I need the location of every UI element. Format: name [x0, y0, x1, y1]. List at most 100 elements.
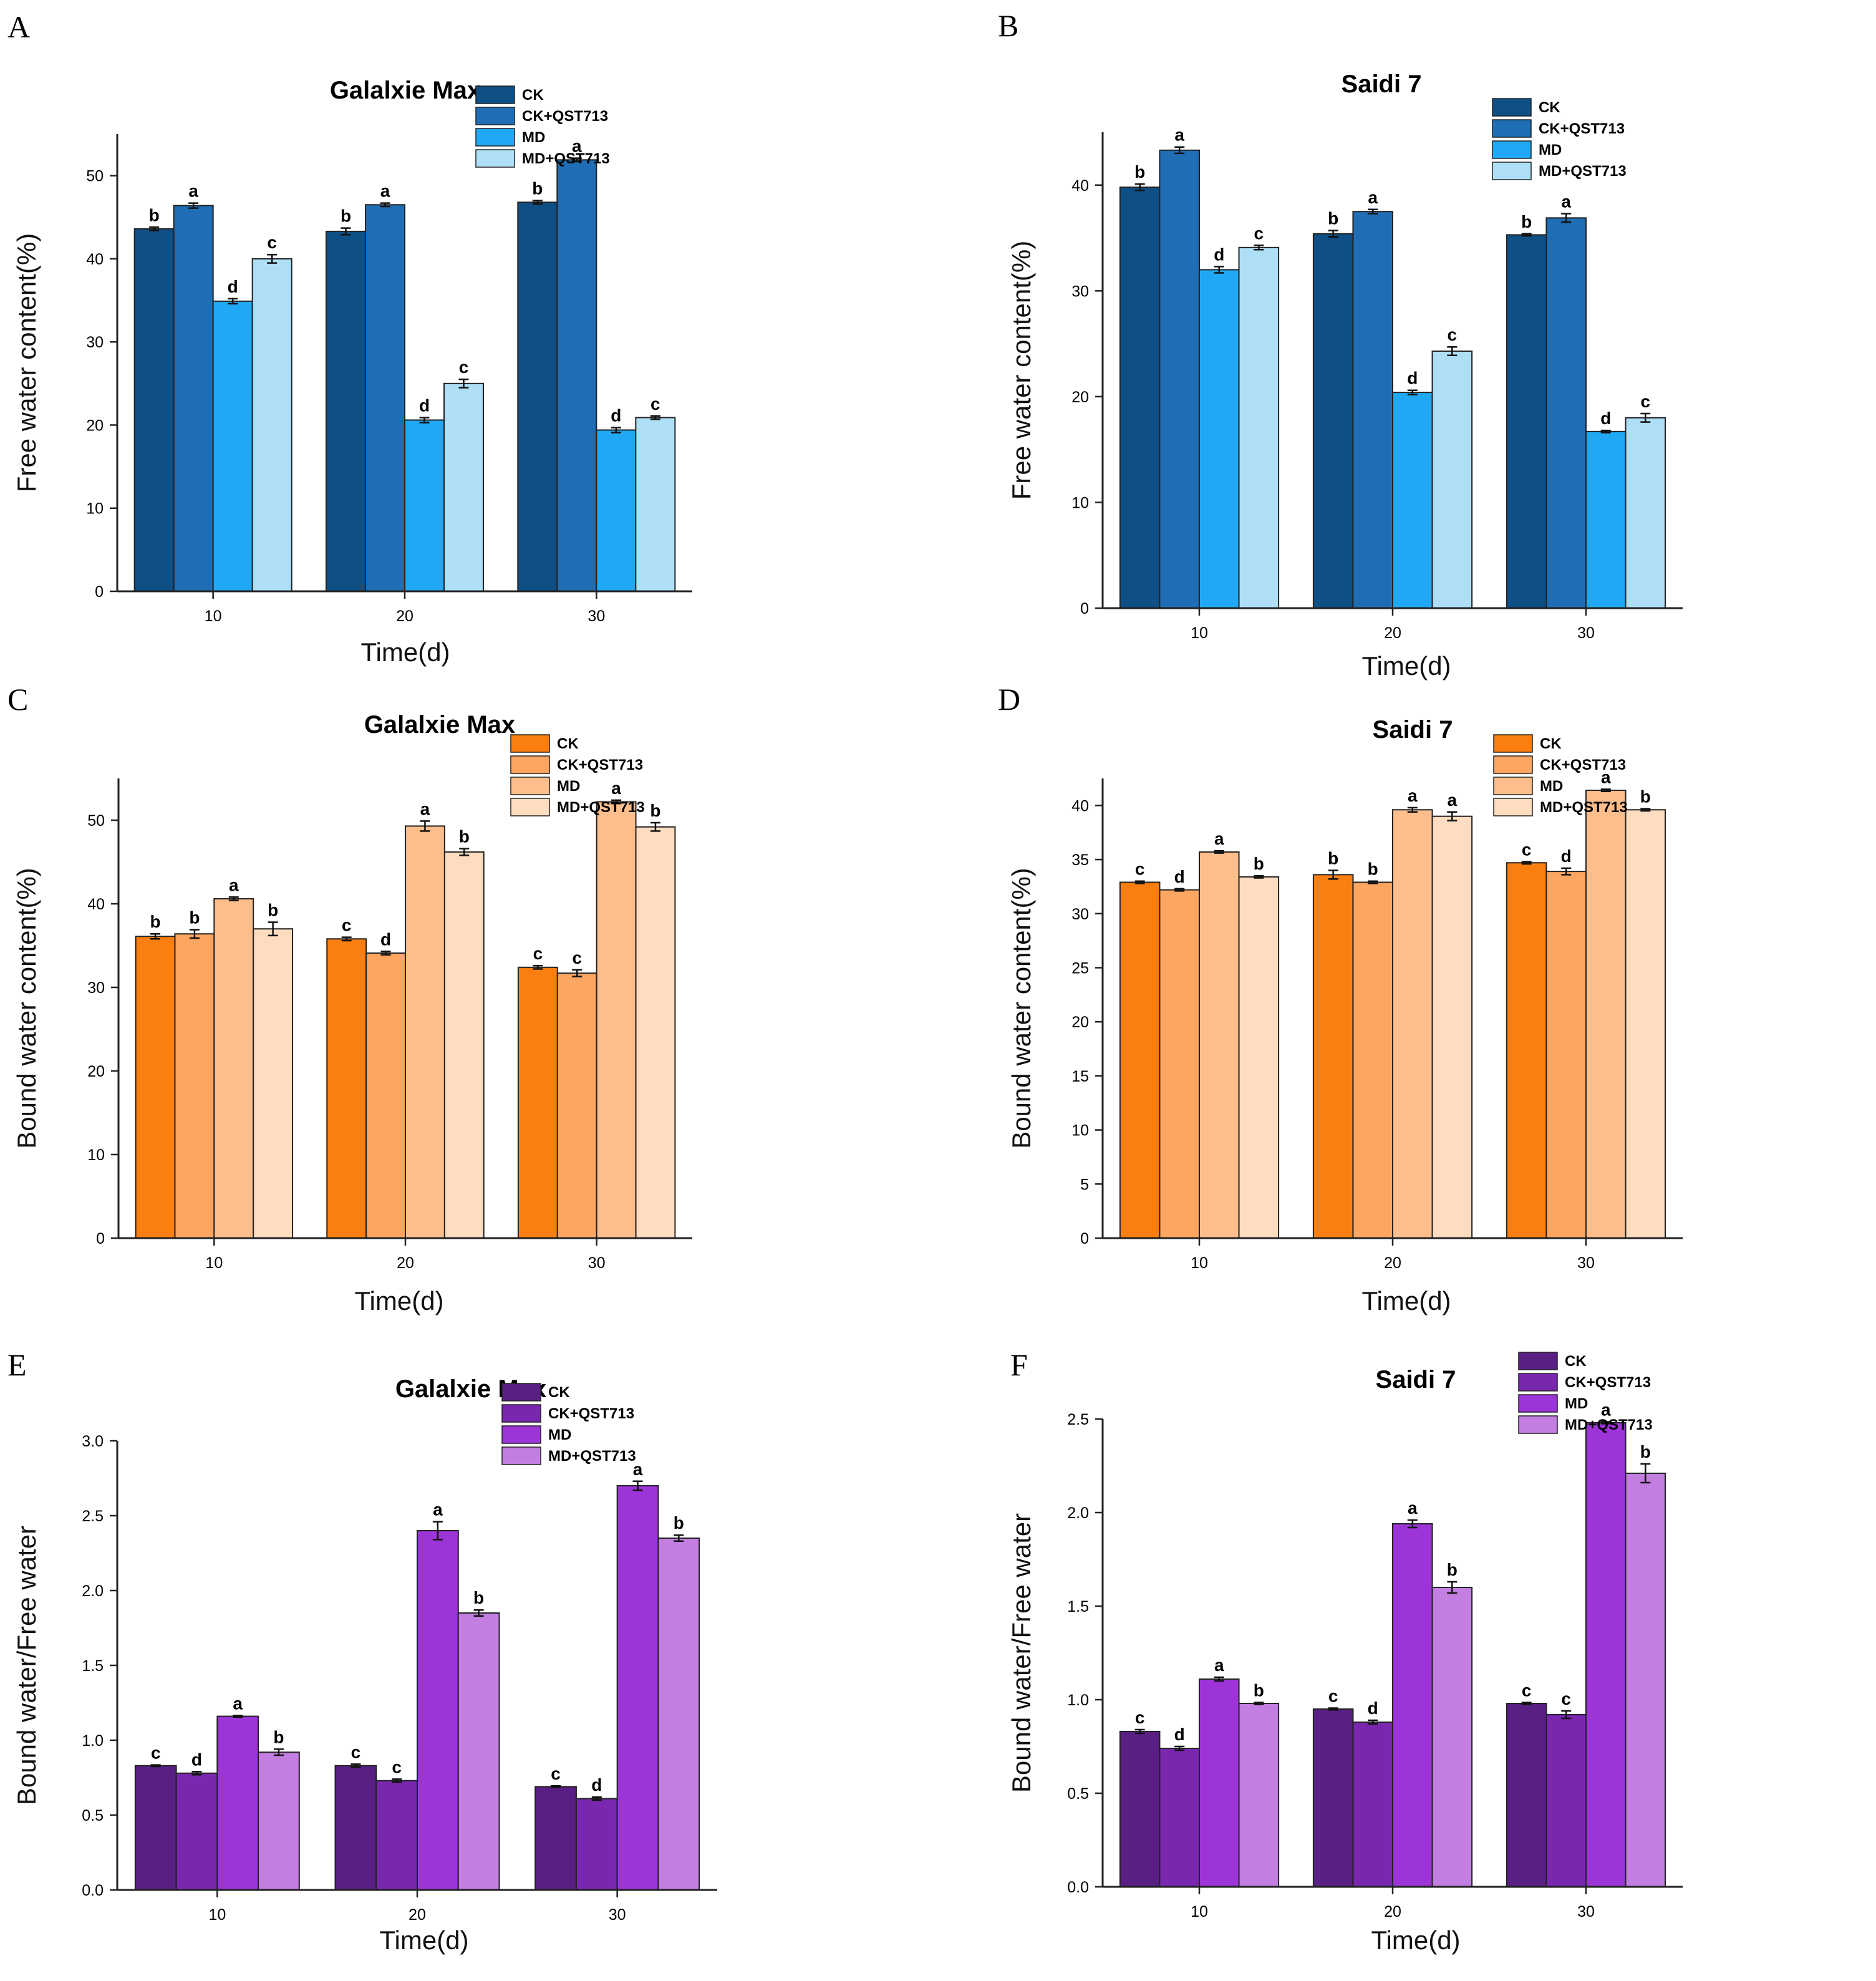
legend-swatch	[501, 1446, 541, 1465]
y-axis-label: Free water content(%)	[12, 233, 41, 493]
significance-label: c	[1135, 1708, 1145, 1727]
significance-label: d	[1174, 867, 1185, 886]
bar-md-20	[1392, 392, 1433, 609]
significance-label: d	[380, 929, 391, 949]
x-tick-label: 20	[397, 1254, 414, 1272]
x-axis-label: Time(d)	[1371, 1925, 1460, 1955]
significance-label: d	[228, 277, 238, 296]
significance-label: c	[267, 233, 277, 252]
bar-ck-qst713-10	[173, 205, 214, 592]
significance-label: c	[1328, 1687, 1338, 1706]
significance-label: b	[149, 205, 160, 225]
bar-ck-10	[133, 228, 175, 592]
bar-md-qst713-20	[443, 382, 485, 592]
legend: CK CK+QST713 MD MD+QST713	[1492, 98, 1627, 180]
significance-label: b	[1368, 860, 1378, 879]
significance-label: a	[233, 1693, 243, 1713]
significance-label: c	[1448, 325, 1458, 344]
significance-label: c	[572, 948, 582, 967]
bar-ck-qst713-30	[556, 972, 597, 1239]
bar-ck-20	[334, 1765, 377, 1891]
bar-ck-10	[1119, 1731, 1161, 1887]
bar-md-10	[1199, 851, 1240, 1239]
bar-md-qst713-30	[635, 417, 676, 593]
legend-label: CK+QST713	[1540, 757, 1626, 773]
x-tick-label: 30	[587, 608, 605, 625]
bars: c d a b b b a a c d a b	[1119, 767, 1666, 1239]
bar-md-30	[616, 1485, 659, 1891]
significance-label: b	[473, 1588, 484, 1607]
significance-label: a	[1214, 829, 1224, 848]
bar-md-10	[212, 300, 253, 592]
bar-md-10	[1199, 1678, 1240, 1887]
legend-swatch	[501, 1404, 541, 1423]
bar-ck-20	[326, 938, 367, 1239]
legend-label: MD+QST713	[1540, 799, 1628, 816]
chart-title: Galalxie Max	[364, 711, 515, 739]
x-tick-label: 10	[205, 1254, 223, 1272]
significance-label: a	[420, 799, 430, 818]
legend: CK CK+QST713 MD MD+QST713	[501, 1383, 636, 1465]
legend: CK CK+QST713 MD MD+QST713	[1493, 734, 1628, 816]
chart-title: Saidi 7	[1373, 716, 1453, 743]
bar-md-qst713-20	[443, 851, 485, 1239]
bar-md-10	[1199, 269, 1240, 609]
bar-md-30	[1585, 790, 1627, 1239]
legend-label: MD+QST713	[1539, 163, 1627, 180]
bar-md-qst713-10	[1238, 246, 1280, 609]
legend-swatch	[510, 734, 550, 753]
y-tick-label: 40	[1071, 797, 1089, 815]
legend-swatch	[1518, 1373, 1558, 1392]
panel-letter: C	[7, 682, 28, 717]
significance-label: b	[189, 908, 200, 928]
legend-swatch	[475, 128, 515, 147]
legend-swatch	[1492, 140, 1532, 159]
significance-label: a	[1408, 786, 1418, 805]
significance-label: b	[273, 1727, 284, 1746]
significance-label: a	[633, 1460, 643, 1479]
significance-label: d	[1600, 409, 1611, 428]
bar-md-30	[596, 429, 637, 593]
significance-label: b	[341, 206, 351, 226]
significance-label: a	[1601, 767, 1611, 787]
y-tick-label: 0.5	[1067, 1785, 1089, 1803]
legend-label: CK	[548, 1384, 570, 1401]
panel-b: B Saidi 7 b a d c b a d c b a d c 10 20 30 0 10 20 30 40 Time(…	[998, 8, 1683, 681]
significance-label: b	[1328, 848, 1338, 868]
y-tick-label: 1.5	[1067, 1598, 1089, 1615]
bar-ck-qst713-30	[556, 159, 597, 592]
significance-label: d	[611, 405, 621, 425]
significance-label: c	[459, 357, 469, 377]
panel-letter: A	[7, 9, 30, 44]
bar-md-30	[596, 801, 637, 1239]
x-tick-label: 20	[1384, 624, 1401, 642]
legend-swatch	[475, 149, 515, 168]
y-tick-label: 0.5	[82, 1807, 104, 1824]
bar-ck-10	[1119, 186, 1161, 609]
y-tick-label: 15	[1071, 1068, 1089, 1085]
bar-md-30	[1585, 1422, 1627, 1887]
legend-swatch	[1518, 1352, 1558, 1370]
y-tick-label: 0	[95, 583, 104, 601]
y-tick-label: 1.0	[1067, 1692, 1089, 1709]
significance-label: a	[1408, 1498, 1418, 1518]
x-tick-label: 30	[588, 1254, 606, 1272]
significance-label: a	[1368, 188, 1378, 207]
significance-label: b	[1447, 1560, 1458, 1579]
y-tick-label: 2.5	[82, 1508, 104, 1525]
significance-label: d	[1174, 1725, 1185, 1744]
x-tick-label: 10	[208, 1906, 226, 1924]
chart-title: Saidi 7	[1342, 70, 1422, 98]
bar-ck-qst713-20	[1352, 1722, 1393, 1887]
bar-md-qst713-20	[457, 1612, 500, 1891]
y-tick-label: 5	[1080, 1176, 1089, 1193]
y-axis-label: Bound water content(%)	[1007, 868, 1036, 1149]
legend-swatch	[1493, 798, 1533, 816]
bar-ck-qst713-10	[175, 1772, 218, 1891]
x-tick-label: 20	[396, 608, 413, 625]
x-axis-label: Time(d)	[354, 1286, 443, 1315]
legend-label: CK	[1565, 1353, 1587, 1370]
bar-ck-qst713-30	[1545, 871, 1587, 1239]
significance-label: c	[392, 1757, 402, 1776]
y-tick-label: 30	[1071, 906, 1089, 923]
